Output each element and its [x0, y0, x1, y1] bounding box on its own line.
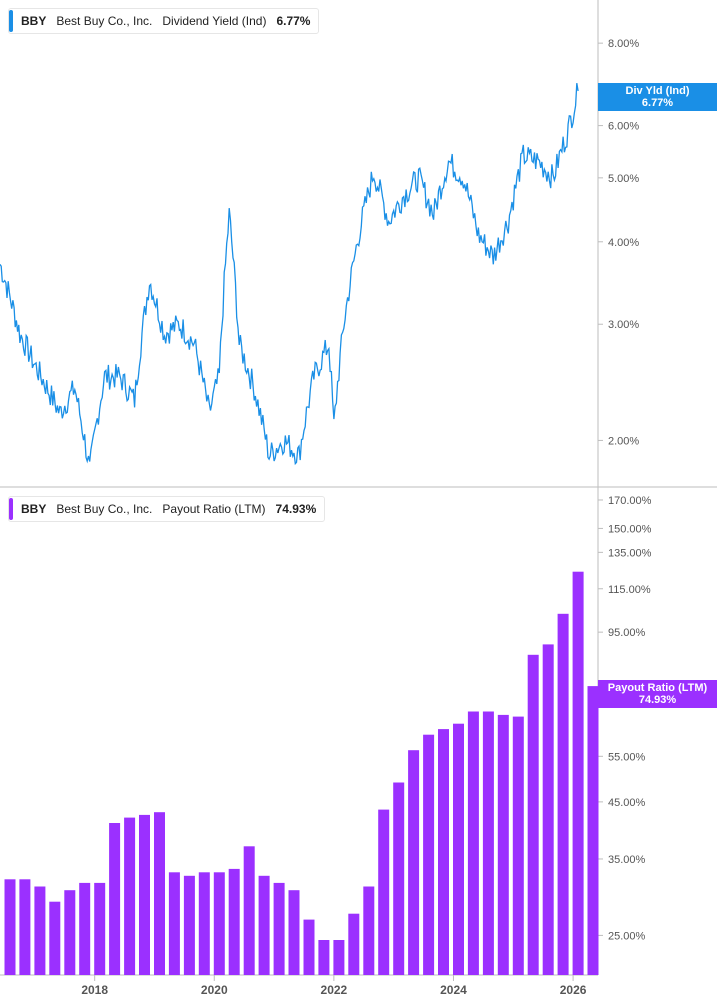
payout-bar — [168, 872, 180, 975]
payout-bar — [318, 940, 330, 975]
y-tick-label: 8.00% — [608, 38, 639, 50]
payout-bar — [482, 711, 494, 975]
payout-bar — [348, 913, 360, 975]
payout-bar — [34, 886, 46, 975]
payout-bar — [587, 686, 599, 975]
x-tick-label: 2026 — [560, 983, 587, 997]
legend-dividend-yield: BBY Best Buy Co., Inc. Dividend Yield (I… — [8, 8, 320, 34]
legend-company: Best Buy Co., Inc. — [56, 14, 153, 28]
y-tick-label: 35.00% — [608, 854, 646, 866]
legend-ticker: BBY — [21, 502, 47, 516]
y-tick-label: 2.00% — [608, 435, 639, 447]
x-tick-label: 2018 — [81, 983, 108, 997]
legend-metric: Dividend Yield (Ind) — [162, 14, 267, 28]
payout-bar — [139, 814, 150, 975]
payout-bar — [64, 890, 76, 975]
y-tick-label: 55.00% — [608, 751, 646, 763]
payout-bar — [453, 723, 464, 975]
legend-metric: Payout Ratio (LTM) — [162, 502, 266, 516]
yield-tag-label: Div Yld (Ind) — [625, 85, 690, 97]
payout-bar — [527, 654, 539, 975]
payout-bar — [288, 890, 300, 975]
payout-bar — [497, 714, 509, 975]
legend-swatch — [9, 10, 13, 32]
payout-bar — [94, 882, 106, 975]
payout-bar — [154, 812, 165, 975]
y-tick-label: 45.00% — [608, 797, 646, 809]
legend-payout-ratio: BBY Best Buy Co., Inc. Payout Ratio (LTM… — [8, 496, 326, 522]
y-tick-label: 6.00% — [608, 121, 639, 133]
legend-ticker: BBY — [21, 14, 47, 28]
y-tick-label: 25.00% — [608, 930, 646, 942]
y-tick-label: 115.00% — [608, 584, 651, 596]
legend-company: Best Buy Co., Inc. — [56, 502, 153, 516]
payout-bar — [228, 868, 240, 975]
payout-bar — [258, 875, 270, 975]
payout-bar — [198, 872, 210, 975]
payout-bar — [49, 901, 61, 975]
payout-bar — [467, 711, 479, 975]
payout-bar — [363, 886, 375, 975]
payout-bar — [19, 879, 31, 975]
legend-swatch — [9, 498, 13, 520]
x-tick-label: 2020 — [201, 983, 228, 997]
y-tick-label: 135.00% — [608, 547, 652, 559]
y-tick-label: 5.00% — [608, 173, 639, 185]
y-tick-label: 95.00% — [608, 627, 646, 639]
payout-tag-value: 74.93% — [638, 694, 677, 706]
payout-bar — [438, 729, 449, 975]
dividend-yield-line — [0, 82, 579, 466]
payout-bar — [542, 644, 554, 975]
x-tick-label: 2024 — [440, 983, 467, 997]
payout-bar — [408, 750, 420, 975]
y-tick-label: 150.00% — [608, 523, 652, 535]
payout-bar — [303, 919, 315, 975]
payout-bar — [4, 879, 16, 975]
payout-bar — [273, 882, 285, 975]
payout-bar — [213, 872, 225, 975]
payout-bar — [79, 882, 91, 975]
payout-bar — [183, 875, 195, 975]
legend-value: 6.77% — [276, 14, 311, 28]
y-tick-label: 3.00% — [608, 319, 639, 331]
y-tick-label: 170.00% — [608, 495, 652, 507]
payout-bar — [378, 809, 390, 975]
y-tick-label: 4.00% — [608, 237, 639, 249]
yield-tag-value: 6.77% — [641, 97, 674, 109]
payout-value-tag: Payout Ratio (LTM) 74.93% — [598, 680, 717, 708]
payout-bar — [423, 734, 435, 975]
payout-bar — [512, 716, 524, 975]
legend-value: 74.93% — [275, 502, 317, 516]
x-tick-label: 2022 — [321, 983, 348, 997]
payout-bar — [393, 782, 405, 975]
payout-bar — [109, 823, 121, 975]
yield-value-tag: Div Yld (Ind) 6.77% — [598, 83, 717, 111]
payout-bar — [557, 613, 569, 975]
payout-bar — [124, 817, 136, 975]
payout-bar — [243, 846, 255, 975]
payout-bar — [572, 571, 584, 975]
payout-bar — [333, 940, 345, 975]
payout-tag-label: Payout Ratio (LTM) — [607, 682, 708, 694]
